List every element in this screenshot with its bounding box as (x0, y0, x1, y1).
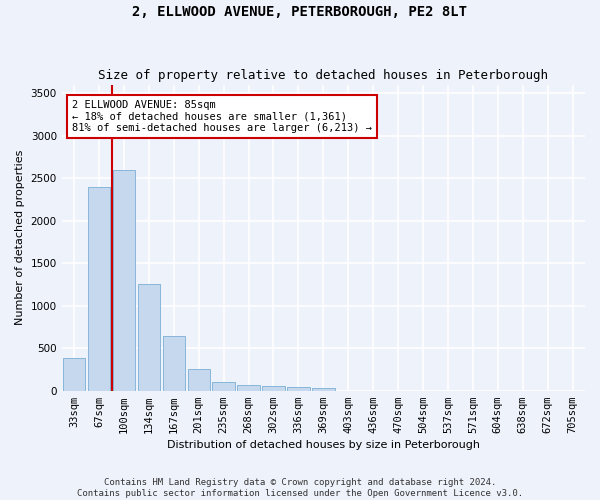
Bar (238, 385, 260, 390)
Bar (163, 336, 185, 390)
Bar (287, 387, 310, 390)
Bar (312, 388, 335, 390)
Bar (188, 368, 210, 390)
Bar (262, 386, 285, 390)
Y-axis label: Number of detached properties: Number of detached properties (15, 150, 25, 326)
Text: 2 ELLWOOD AVENUE: 85sqm
← 18% of detached houses are smaller (1,361)
81% of semi: 2 ELLWOOD AVENUE: 85sqm ← 18% of detache… (72, 100, 372, 133)
Bar (137, 284, 160, 391)
Bar (113, 170, 135, 390)
Title: Size of property relative to detached houses in Peterborough: Size of property relative to detached ho… (98, 69, 548, 82)
Bar (88, 186, 110, 390)
Bar (63, 358, 85, 390)
Text: 2, ELLWOOD AVENUE, PETERBOROUGH, PE2 8LT: 2, ELLWOOD AVENUE, PETERBOROUGH, PE2 8LT (133, 5, 467, 19)
X-axis label: Distribution of detached houses by size in Peterborough: Distribution of detached houses by size … (167, 440, 480, 450)
Bar (212, 382, 235, 390)
Text: Contains HM Land Registry data © Crown copyright and database right 2024.
Contai: Contains HM Land Registry data © Crown c… (77, 478, 523, 498)
